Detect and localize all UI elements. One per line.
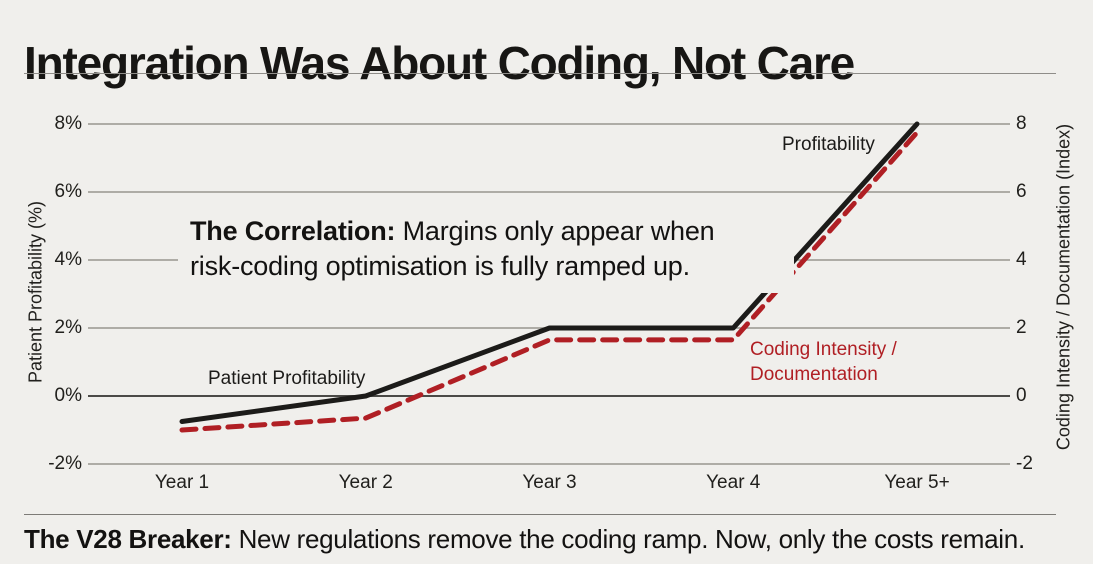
page-title: Integration Was About Coding, Not Care bbox=[24, 36, 855, 89]
y-axis-tick-right: 6 bbox=[1016, 181, 1027, 202]
series-line-coding-intensity bbox=[179, 130, 920, 433]
footer-divider bbox=[24, 514, 1056, 515]
y-axis-tick-right: 8 bbox=[1016, 113, 1027, 134]
x-axis-tick: Year 4 bbox=[706, 472, 761, 493]
x-axis-tick: Year 5+ bbox=[884, 472, 950, 493]
annotation-line2-text: risk-coding optimisation is fully ramped… bbox=[190, 250, 690, 281]
left-axis-title: Patient Profitability (%) bbox=[25, 200, 46, 384]
y-axis-tick-right: -2 bbox=[1016, 453, 1033, 474]
y-axis-tick-right: 0 bbox=[1016, 385, 1027, 406]
y-axis-tick-left: 8% bbox=[54, 113, 82, 134]
right-axis-title: Coding Intensity / Documentation (Index) bbox=[1053, 123, 1074, 451]
correlation-annotation: The Correlation: Margins only appear whe… bbox=[178, 206, 794, 293]
footer-rest-text: New regulations remove the coding ramp. … bbox=[231, 524, 1026, 554]
annotation-line1-text: Margins only appear when bbox=[395, 216, 715, 246]
y-axis-tick-left: 4% bbox=[54, 249, 82, 270]
series-label-profitability: Profitability bbox=[782, 134, 875, 155]
series-label-patient-profitability: Patient Profitability bbox=[208, 368, 366, 389]
x-axis-tick: Year 3 bbox=[522, 472, 577, 493]
y-axis-tick-left: -2% bbox=[48, 453, 82, 474]
title-divider bbox=[24, 73, 1056, 74]
y-axis-tick-left: 0% bbox=[54, 385, 82, 406]
coding-label-line2: Documentation bbox=[750, 364, 878, 385]
footer-takeaway: The V28 Breaker: New regulations remove … bbox=[24, 524, 1025, 555]
footer-bold-text: The V28 Breaker: bbox=[24, 524, 232, 554]
x-axis-tick: Year 1 bbox=[154, 472, 210, 493]
y-axis-tick-right: 4 bbox=[1016, 249, 1027, 270]
annotation-bold-text: The Correlation: bbox=[190, 216, 396, 246]
series-label-coding-intensity: Coding Intensity / Documentation bbox=[750, 337, 897, 387]
y-axis-tick-left: 6% bbox=[54, 181, 82, 202]
series-line-profitability bbox=[179, 121, 920, 424]
coding-label-line1: Coding Intensity / bbox=[750, 339, 897, 360]
y-axis-tick-left: 2% bbox=[54, 317, 82, 338]
y-axis-tick-right: 2 bbox=[1016, 317, 1027, 338]
x-axis-tick: Year 2 bbox=[338, 472, 393, 493]
